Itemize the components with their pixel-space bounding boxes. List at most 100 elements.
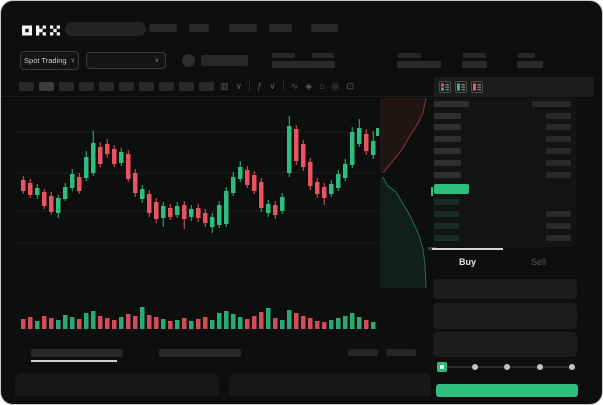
orderbook-row-last[interactable] <box>434 184 571 194</box>
orderbook-price-bar <box>434 235 459 241</box>
orderbook-price-bar <box>434 199 459 205</box>
book-asks-icon[interactable] <box>471 81 483 93</box>
book-bids-icon[interactable] <box>455 81 467 93</box>
orderbook-row-ask[interactable] <box>434 148 571 155</box>
slider-stop[interactable] <box>569 364 575 370</box>
orderbook-amount-bar <box>546 113 571 119</box>
orderbook-row-bid[interactable] <box>434 199 571 206</box>
chart-footer-button[interactable] <box>386 349 416 356</box>
orderbook-price-bar <box>434 211 459 217</box>
orderbook-amount-bar <box>546 136 571 142</box>
amount-input[interactable] <box>433 303 577 329</box>
okx-logo: OKX <box>22 23 61 36</box>
nav-item-placeholder[interactable] <box>311 24 338 32</box>
bottom-tab-active[interactable] <box>31 349 123 357</box>
nav-item-placeholder[interactable] <box>269 24 292 32</box>
price-marker <box>376 128 379 136</box>
book-both-icon[interactable] <box>439 81 451 93</box>
line-tool-icon[interactable]: ∿ <box>290 80 299 91</box>
nav-item-placeholder[interactable] <box>229 24 257 32</box>
total-input[interactable] <box>433 332 577 357</box>
divider <box>282 81 284 91</box>
chart-footer-button[interactable] <box>348 349 378 356</box>
divider <box>249 81 251 91</box>
interval-button[interactable] <box>59 82 74 91</box>
orders-panel-placeholder <box>15 373 219 396</box>
nav-item-placeholder[interactable] <box>189 24 209 32</box>
chevron-down-icon: ∨ <box>70 57 75 64</box>
slider-stop[interactable] <box>536 364 543 370</box>
price-input[interactable] <box>433 279 577 299</box>
chevron-down-icon[interactable]: ∨ <box>235 80 243 91</box>
search-input[interactable] <box>65 22 146 36</box>
history-panel-placeholder <box>229 373 431 396</box>
orderbook-price-bar <box>434 113 461 119</box>
orderbook-price-bar <box>434 160 461 166</box>
orderbook-price-bar <box>434 101 469 107</box>
fullscreen-icon[interactable]: ⊡ <box>346 80 355 91</box>
slider-handle[interactable] <box>437 362 447 372</box>
interval-button[interactable] <box>39 82 54 91</box>
orderbook-amount-bar <box>532 101 571 107</box>
orderbook-row-ask[interactable] <box>434 124 571 131</box>
interval-button[interactable] <box>199 82 214 91</box>
orderbook-row-ask[interactable] <box>434 101 571 108</box>
chart-type-icon[interactable]: ▥ <box>220 80 229 91</box>
orderbook-row-bid[interactable] <box>434 211 571 218</box>
orderbook-price-bar <box>434 223 459 229</box>
nav-item-placeholder[interactable] <box>149 24 177 32</box>
orderbook-row-ask[interactable] <box>434 160 571 167</box>
interval-button[interactable] <box>139 82 154 91</box>
orderbook-amount-bar <box>546 148 571 154</box>
pair-dropdown[interactable]: ∨ <box>86 52 166 69</box>
interval-button[interactable] <box>79 82 94 91</box>
slider-stop[interactable] <box>471 364 478 370</box>
depth-mid-marker <box>431 187 434 196</box>
orderbook-amount-bar <box>546 172 571 178</box>
interval-button[interactable] <box>179 82 194 91</box>
orderbook-price-bar <box>434 184 469 194</box>
orderbook-amount-bar <box>546 124 571 130</box>
orderbook-amount-bar <box>546 223 571 229</box>
amount-slider[interactable] <box>437 361 575 373</box>
chevron-down-icon[interactable]: ∨ <box>269 80 276 91</box>
orderbook-amount-bar <box>546 160 571 166</box>
orderbook-row-bid[interactable] <box>434 223 571 230</box>
bottom-tab-underline <box>31 360 117 362</box>
brush-icon[interactable]: ◈ <box>305 80 313 91</box>
indicators-icon[interactable]: ƒ <box>257 81 263 91</box>
coin-avatar <box>182 54 195 67</box>
orderbook-toolbar <box>434 77 594 97</box>
trade-tabs: Buy Sell <box>432 248 574 270</box>
interval-button[interactable] <box>159 82 174 91</box>
chevron-down-icon: ∨ <box>154 57 159 64</box>
interval-button[interactable] <box>99 82 114 91</box>
chart-tools: ▥ ∨ ƒ ∨ ∿ ◈ ⌂ ◎ ⊡ <box>212 79 354 93</box>
slider-stop[interactable] <box>504 364 510 370</box>
interval-button[interactable] <box>119 82 134 91</box>
camera-icon[interactable]: ⌂ <box>319 81 325 91</box>
pair-name-placeholder[interactable] <box>201 55 248 66</box>
orderbook-price-bar <box>434 172 461 178</box>
settings-icon[interactable]: ◎ <box>331 80 340 91</box>
orderbook-row-ask[interactable] <box>434 172 571 179</box>
bottom-tab[interactable] <box>159 349 241 357</box>
divider <box>212 81 213 91</box>
orderbook-price-bar <box>434 136 461 142</box>
toolbar-divider <box>1 96 433 97</box>
orderbook-price-bar <box>434 148 461 154</box>
okx-logo-text: OKX <box>60 23 61 24</box>
market-type-label: Spot Trading <box>24 56 67 65</box>
market-type-dropdown[interactable]: Spot Trading ∨ <box>20 51 79 70</box>
tab-sell[interactable]: Sell <box>530 257 546 267</box>
interval-button[interactable] <box>19 82 34 91</box>
orderbook-amount-bar <box>546 235 571 241</box>
orderbook-row-ask[interactable] <box>434 113 571 120</box>
tab-buy[interactable]: Buy <box>432 248 503 270</box>
orderbook-amount-bar <box>546 211 571 217</box>
orderbook-price-bar <box>434 124 461 130</box>
buy-button[interactable] <box>436 384 578 397</box>
orderbook-row-bid[interactable] <box>434 235 571 242</box>
orderbook-row-ask[interactable] <box>434 136 571 143</box>
